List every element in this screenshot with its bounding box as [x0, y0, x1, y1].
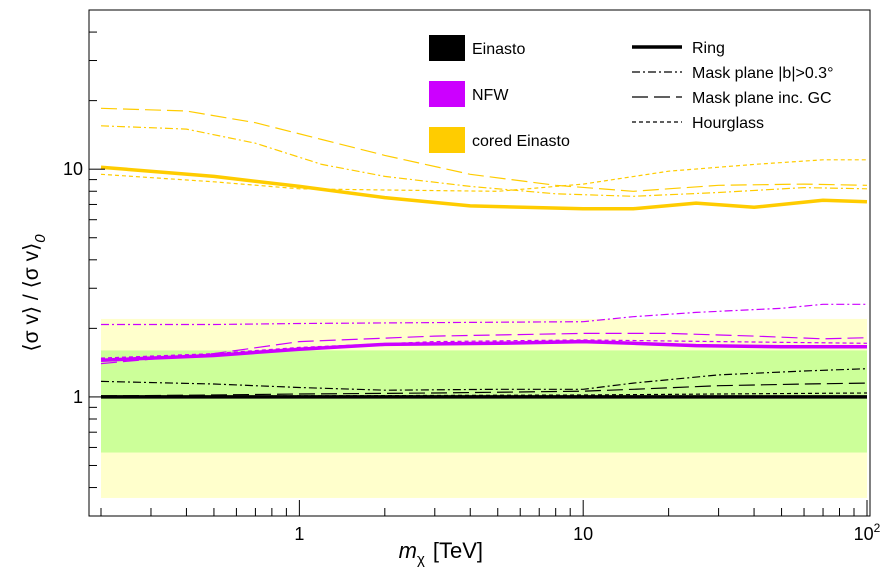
series-line-cored-einasto-solid [100, 165, 868, 211]
y-tick-label: 10 [63, 159, 83, 179]
series-line-nfw-longdash [100, 332, 868, 365]
series-line-cored-einasto-dotted [100, 159, 867, 192]
x-axis-label-sub: χ [417, 551, 425, 568]
series-line-einasto-dotted [100, 392, 868, 398]
x-axis-label: mχ [TeV] [399, 538, 483, 568]
y-tick-label: 1 [73, 387, 83, 407]
series-line-einasto-dashdot [100, 368, 868, 391]
x-tick-label: 10 [573, 524, 593, 544]
x-tick-label: 1 [294, 524, 304, 544]
legend-label: Einasto [472, 41, 525, 58]
legend-swatch-cored-einasto [429, 127, 465, 153]
series-line-cored-einasto-dashdot [100, 125, 868, 197]
legend-label: Ring [692, 40, 725, 57]
axes-layer: 1 10 102 1 10 [63, 9, 881, 544]
lines-layer [100, 107, 868, 399]
bands-layer [101, 318, 867, 498]
series-line-cored-einasto-longdash [100, 107, 868, 192]
legend-label: NFW [472, 87, 509, 104]
legend-label: Mask plane inc. GC [692, 90, 832, 107]
legend-swatch-nfw [429, 81, 465, 107]
y-axis-label-main: ⟨σ v⟩ / ⟨σ v⟩ [20, 243, 43, 352]
series-line-nfw-dotted [100, 339, 868, 359]
series-line-nfw-dashdot [101, 303, 867, 326]
series-line-nfw-solid [100, 339, 867, 362]
legend-swatch-einasto [429, 35, 465, 61]
y-axis-label-sub: 0 [32, 234, 49, 243]
legend-label: Hourglass [692, 115, 764, 132]
legend-layer: Einasto NFW cored Einasto Ring Mask plane |b… [429, 35, 833, 153]
x-axis-label-unit: [TeV] [433, 538, 483, 563]
x-axis-label-main: m [399, 538, 417, 563]
x-tick-label: 102 [854, 521, 881, 544]
plot-frame [88, 9, 871, 517]
y-axis-label: ⟨σ v⟩ / ⟨σ v⟩0 [20, 234, 49, 352]
legend-label: cored Einasto [472, 133, 570, 150]
legend-label: Mask plane |b|>0.3° [692, 65, 833, 82]
band-inner [101, 350, 867, 453]
series-line-einasto-longdash [100, 382, 868, 397]
